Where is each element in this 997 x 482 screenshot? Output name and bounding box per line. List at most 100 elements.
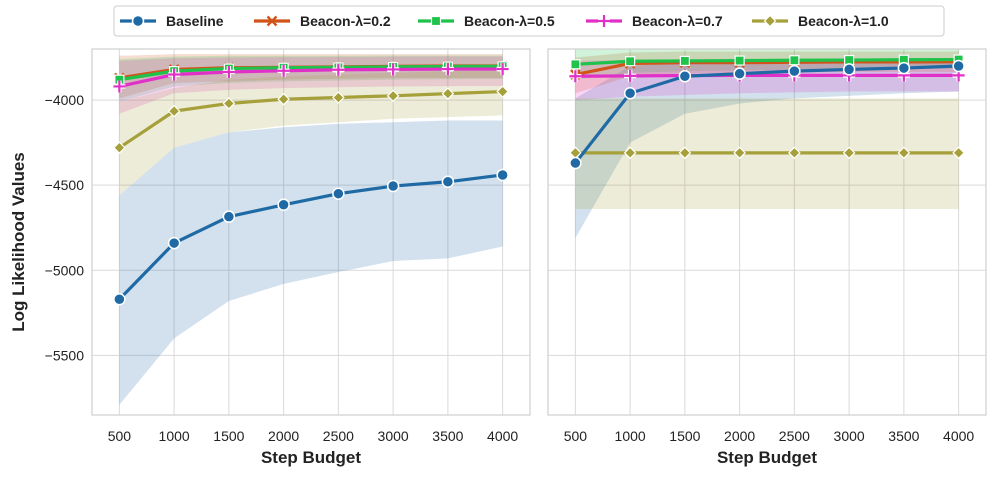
point-beacon-0-7 <box>569 70 582 83</box>
legend-marker <box>131 14 145 28</box>
plot-area <box>92 49 530 415</box>
line-beacon-1-0 <box>118 89 503 150</box>
band-baseline <box>575 62 959 238</box>
x-tick-label: 3000 <box>378 428 409 444</box>
point-baseline <box>897 61 911 75</box>
grid <box>548 49 986 415</box>
point-beacon-0-7 <box>332 63 345 76</box>
series-beacon-1-0 <box>113 85 509 155</box>
legend-label: Beacon-λ=0.7 <box>632 13 723 29</box>
y-tick-label: −5000 <box>45 262 85 278</box>
point-beacon-0-5 <box>734 55 745 66</box>
point-baseline <box>678 69 692 83</box>
panel-border <box>91 48 531 416</box>
legend-item-beacon-0-5: Beacon-λ=0.5 <box>418 13 555 29</box>
point-beacon-1-0 <box>167 104 181 118</box>
series-beacon-1-0 <box>569 146 965 160</box>
x-tick-label: 2500 <box>779 428 810 444</box>
point-beacon-0-7 <box>624 69 637 82</box>
legend-label: Beacon-λ=0.2 <box>300 13 391 29</box>
legend-marker <box>598 15 610 27</box>
point-beacon-1-0 <box>386 89 400 103</box>
legend-marker <box>430 15 442 27</box>
x-axis-title-right: Step Budget <box>717 448 817 467</box>
x-tick-label: 1000 <box>159 428 190 444</box>
x-tick-label: 4000 <box>943 428 974 444</box>
legend-label: Beacon-λ=0.5 <box>464 13 555 29</box>
point-beacon-1-0 <box>952 146 965 160</box>
legend-label: Baseline <box>166 13 224 29</box>
band-beacon-0-5 <box>575 49 959 80</box>
point-beacon-0-5 <box>570 59 581 70</box>
legend: Baseline Beacon-λ=0.2 Beacon-λ=0.5 Beacon-λ… <box>113 5 945 37</box>
x-tick-label: 1000 <box>615 428 646 444</box>
x-tick-label: 2500 <box>323 428 354 444</box>
line-baseline <box>118 173 503 301</box>
point-beacon-1-0 <box>222 97 236 110</box>
point-beacon-0-7 <box>168 68 181 81</box>
point-beacon-1-0 <box>332 91 345 104</box>
legend-item-baseline: Baseline <box>120 13 224 29</box>
point-baseline <box>952 59 965 73</box>
point-baseline <box>113 292 126 306</box>
point-beacon-1-0 <box>113 141 126 155</box>
line-beacon-0-5 <box>119 64 503 82</box>
point-beacon-1-0 <box>842 146 856 160</box>
point-beacon-0-5 <box>789 55 800 66</box>
point-baseline <box>623 87 637 100</box>
x-axis-title-left: Step Budget <box>261 448 361 467</box>
legend-item-beacon-1-0: Beacon-λ=1.0 <box>752 13 889 29</box>
line-beacon-0-7 <box>119 67 503 89</box>
x-tick-labels: 500 1000 1500 2000 2500 3000 3500 4000 <box>564 428 975 444</box>
line-baseline <box>574 64 959 165</box>
x-tick-label: 500 <box>564 428 588 444</box>
right-panel: 500 1000 1500 2000 2500 3000 3500 4000 <box>547 48 987 444</box>
series-baseline <box>569 59 965 170</box>
point-baseline <box>496 168 509 182</box>
x-tick-label: 3500 <box>888 428 919 444</box>
point-baseline <box>332 187 345 200</box>
point-beacon-0-7 <box>277 64 290 77</box>
line-beacon-0-5 <box>575 57 959 66</box>
point-baseline <box>441 175 455 189</box>
y-axis-title: Log Likelihood Values <box>9 152 28 331</box>
point-baseline <box>842 63 856 76</box>
point-baseline <box>167 236 181 250</box>
point-beacon-0-7 <box>113 80 126 93</box>
point-beacon-0-7 <box>387 63 400 76</box>
y-tick-label: −5500 <box>45 347 85 363</box>
legend-marker <box>763 14 777 28</box>
legend-box <box>113 5 945 37</box>
point-baseline <box>277 198 290 212</box>
legend-label: Beacon-λ=1.0 <box>798 13 889 29</box>
series-baseline <box>113 168 509 306</box>
y-tick-labels: −4000 −4500 −5000 −5500 <box>45 92 85 363</box>
point-beacon-1-0 <box>897 146 911 160</box>
x-tick-label: 1500 <box>213 428 244 444</box>
point-beacon-1-0 <box>277 92 290 106</box>
grid <box>92 49 530 415</box>
x-tick-label: 500 <box>108 428 132 444</box>
x-tick-label: 3000 <box>834 428 865 444</box>
plot-area <box>548 49 986 415</box>
band-baseline <box>119 120 503 405</box>
point-baseline <box>222 210 236 223</box>
point-baseline <box>569 156 582 170</box>
panel-border <box>547 48 987 416</box>
point-beacon-1-0 <box>496 85 509 98</box>
series-beacon-0-7 <box>113 63 509 93</box>
point-beacon-1-0 <box>788 146 801 160</box>
point-beacon-1-0 <box>678 146 692 160</box>
line-beacon-0-7 <box>575 73 959 78</box>
point-baseline <box>788 64 801 78</box>
point-beacon-0-7 <box>441 63 454 76</box>
left-panel: 500 1000 1500 2000 2500 3000 3500 4000 −4000 −450… <box>45 48 531 444</box>
x-tick-label: 3500 <box>432 428 463 444</box>
y-tick-label: −4000 <box>45 92 85 108</box>
legend-item-beacon-0-2: Beacon-λ=0.2 <box>254 13 391 29</box>
x-tick-label: 1500 <box>669 428 700 444</box>
line-beacon-0-2 <box>575 60 959 77</box>
point-baseline <box>386 179 400 193</box>
